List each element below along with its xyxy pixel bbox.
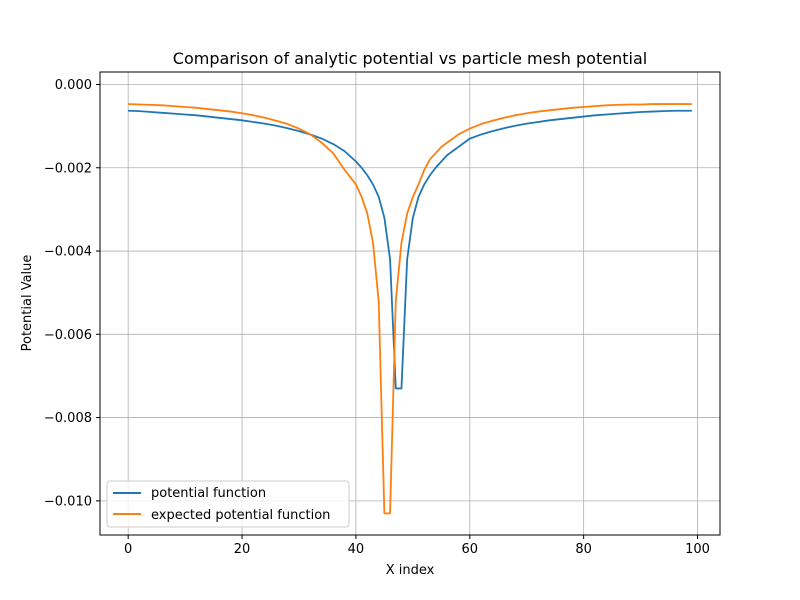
y-tick-label: −0.010 [44,494,92,509]
series-line-potential-function [128,109,692,390]
y-tick-label: −0.006 [44,328,92,343]
series-lines [128,103,692,515]
x-tick-label: 0 [124,542,132,557]
y-tick-label: 0.000 [55,78,92,93]
plot-frame [99,71,721,536]
x-tick-label: 20 [234,542,251,557]
x-tick-label: 80 [575,542,592,557]
chart-title: Comparison of analytic potential vs part… [173,49,647,68]
legend: potential function expected potential fu… [106,480,350,528]
legend-label-potential-function: potential function [151,486,266,501]
x-axis-label: X index [386,563,435,578]
x-tick-label: 60 [462,542,479,557]
y-tick-label: −0.004 [44,245,92,260]
legend-box [106,480,350,528]
x-tick-label: 100 [685,542,710,557]
x-axis-ticks: 0 20 40 60 80 100 [124,535,710,557]
legend-label-expected-potential-function: expected potential function [151,508,330,523]
series-line-expected-potential-function [128,103,692,515]
y-tick-label: −0.002 [44,161,92,176]
x-tick-label: 40 [348,542,365,557]
y-axis-ticks: 0.000 −0.002 −0.004 −0.006 −0.008 −0.010 [44,78,100,509]
y-tick-label: −0.008 [44,411,92,426]
grid [100,72,720,535]
y-axis-label: Potential Value [20,255,35,352]
